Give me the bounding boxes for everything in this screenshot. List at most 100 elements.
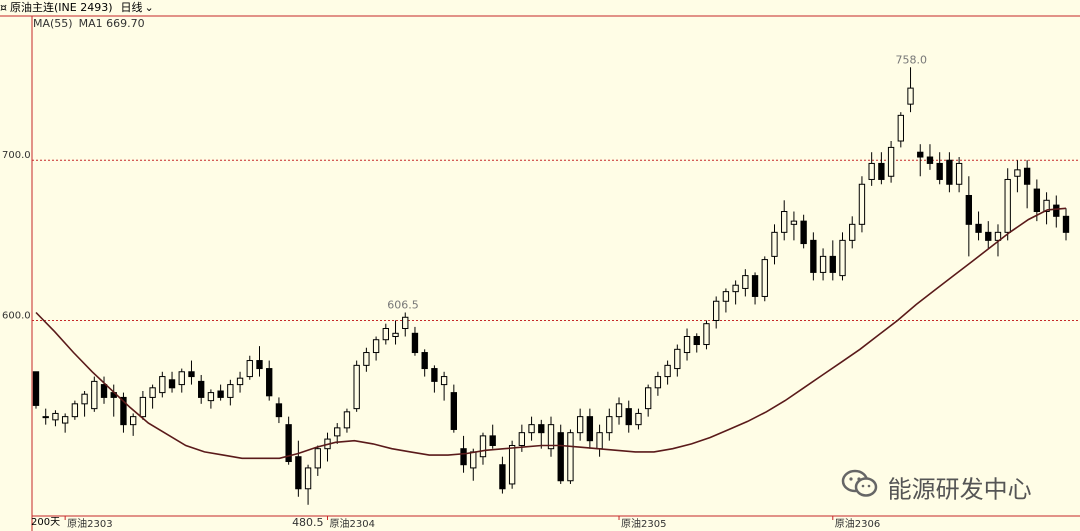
candle-body: [878, 162, 885, 180]
candle-body: [955, 162, 963, 185]
candle: [363, 347, 370, 372]
candle: [664, 360, 671, 385]
candle-body: [275, 403, 283, 418]
candle-body: [586, 416, 594, 442]
candle: [994, 224, 1002, 257]
candle-body: [489, 435, 496, 446]
candle: [868, 152, 875, 186]
candle: [256, 346, 263, 377]
candle-body: [567, 432, 574, 482]
candle: [800, 214, 807, 249]
candle: [887, 141, 895, 183]
candle-body: [411, 332, 419, 354]
candle: [334, 423, 341, 444]
candle: [149, 384, 156, 409]
candle-body: [722, 291, 730, 302]
candle-body: [936, 162, 943, 180]
candle: [100, 376, 108, 404]
menu-marker-icon[interactable]: ¤: [0, 1, 7, 14]
candle: [1033, 179, 1041, 222]
candle: [1014, 160, 1021, 193]
candle-body: [644, 387, 652, 410]
candle: [547, 416, 555, 457]
candle-body: [266, 368, 273, 397]
candle-body: [149, 387, 156, 398]
candle-body: [985, 231, 992, 241]
candle-body: [304, 467, 312, 490]
x-tick-label: 原油2304: [330, 517, 375, 530]
candle: [227, 379, 234, 406]
candle: [198, 374, 205, 404]
candle: [567, 429, 574, 484]
candle: [42, 408, 49, 425]
candle-body: [1033, 188, 1041, 213]
candle: [207, 389, 215, 409]
candle: [606, 408, 613, 441]
candle-body: [713, 300, 720, 321]
candle-body: [965, 194, 973, 225]
candle-body: [91, 380, 98, 410]
candle-body: [810, 239, 817, 273]
candle-body: [994, 231, 1002, 241]
candle: [266, 360, 273, 401]
candle: [120, 392, 127, 433]
candle-body: [159, 376, 166, 394]
period-selector[interactable]: 日线 ⌄: [121, 0, 154, 16]
candle-body: [236, 377, 244, 386]
candle: [790, 211, 798, 241]
candle-body: [868, 162, 875, 180]
candle-body: [392, 332, 399, 338]
candle: [52, 410, 59, 427]
candle: [61, 413, 69, 433]
candle: [693, 333, 700, 353]
candle: [722, 288, 730, 313]
candle-body: [32, 371, 40, 406]
candle-body: [508, 444, 516, 485]
candle-body: [100, 384, 108, 398]
candle-body: [129, 416, 137, 426]
x-tick-label: 原油2303: [67, 517, 112, 530]
candle: [217, 384, 224, 401]
candle: [674, 344, 681, 377]
candle: [596, 424, 603, 457]
candle-body: [528, 424, 535, 434]
indicator-name[interactable]: MA(55): [33, 17, 73, 30]
candle: [703, 320, 710, 350]
candle: [32, 371, 40, 409]
candle: [985, 221, 992, 249]
candle: [761, 256, 768, 302]
candle-body: [742, 275, 749, 289]
candle: [644, 384, 652, 417]
candle-body: [829, 255, 836, 273]
candle: [635, 408, 642, 430]
candle-body: [295, 456, 302, 490]
candle-body: [382, 328, 389, 341]
x-tick-label: 原油2306: [835, 517, 880, 530]
candle-body: [907, 87, 914, 105]
candle: [91, 376, 98, 412]
candle: [576, 408, 584, 441]
candle-body: [926, 156, 934, 164]
candle: [1043, 192, 1050, 225]
x-tick-label: 原油2305: [621, 517, 666, 530]
candle: [965, 176, 973, 257]
candle: [907, 67, 914, 113]
candle-body: [372, 339, 380, 354]
candle: [936, 152, 943, 185]
candle: [295, 440, 302, 497]
candle-body: [557, 432, 564, 482]
candle-body: [440, 376, 448, 386]
y-tick-label: 700.0: [2, 150, 31, 161]
candle: [129, 413, 137, 436]
candle-body: [897, 114, 904, 142]
chart-header: ¤ 原油主连(INE 2493) 日线 ⌄: [0, 0, 1080, 16]
candle-body: [1004, 178, 1011, 233]
candle: [275, 397, 283, 424]
local-high-annotation: 606.5: [387, 298, 419, 311]
candle-body: [81, 393, 88, 405]
symbol-title: 原油主连(INE 2493): [10, 1, 113, 14]
candle: [732, 280, 739, 305]
candle-body: [615, 403, 623, 418]
candle-body: [499, 464, 506, 490]
